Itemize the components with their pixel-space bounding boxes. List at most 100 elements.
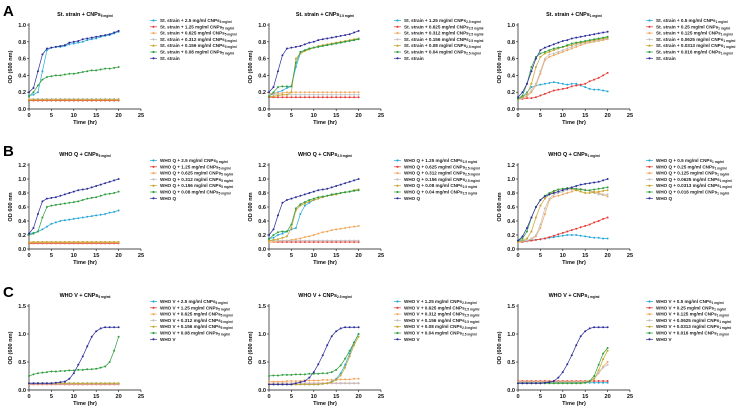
series-6 <box>28 190 120 236</box>
data-point <box>308 200 311 203</box>
legend-entry: WHO V + 0.016 mg/ml CNPs1 mg/ml <box>646 331 729 337</box>
chart-title-main: St. strain + CNPs <box>546 12 590 18</box>
data-point <box>339 34 342 37</box>
legend-entry: St. strain + 2.5 mg/ml CNPs5 mg/ml <box>150 18 232 24</box>
data-point <box>353 382 356 385</box>
legend-entry: WHO Q + 0.625 mg/ml CNPs2.5 mg/ml <box>394 164 480 170</box>
data-point <box>81 355 84 358</box>
legend-label: WHO V + 0.08 mg/ml CNPs5 mg/ml <box>160 331 230 337</box>
data-point <box>63 44 66 47</box>
data-point <box>28 375 30 377</box>
data-point <box>339 227 342 230</box>
x-tick-label: 20 <box>115 253 121 259</box>
legend-entry: St. strain + 0.312 mg/ml CNPs2.5 mg/ml <box>394 31 484 37</box>
legend-swatch-marker <box>396 159 399 162</box>
data-point <box>81 38 84 41</box>
data-point <box>272 95 275 98</box>
legend-label-subscript: 2.5 mg/ml <box>465 179 480 183</box>
legend-entry: WHO V + 0.5 mg/ml CNPs1 mg/ml <box>646 299 724 305</box>
legend-swatch-marker <box>396 19 399 22</box>
data-point <box>299 96 302 99</box>
data-point <box>521 239 524 242</box>
data-point <box>521 94 524 97</box>
data-point <box>353 179 356 182</box>
data-point <box>90 36 93 39</box>
legend-label-subscript: 5 mg/ml <box>221 173 233 177</box>
data-point <box>72 201 75 204</box>
data-point <box>539 223 542 226</box>
data-point <box>543 50 546 53</box>
x-tick-label: 10 <box>71 394 77 400</box>
data-point <box>77 382 80 385</box>
data-point <box>348 382 351 385</box>
legend-entry: WHO V + 0.0625 mg/ml CNPs1 mg/ml <box>646 318 731 324</box>
data-point <box>317 383 320 386</box>
legend-label: St. strain + 0.016 mg/ml CNPs1 mg/ml <box>656 50 733 56</box>
x-axis-label: Time (hr) <box>562 120 586 126</box>
data-point <box>317 39 320 42</box>
data-point <box>303 202 306 205</box>
legend-label-subscript: 1 mg/ml <box>721 52 733 56</box>
data-point <box>344 366 347 369</box>
data-point <box>312 239 315 242</box>
legend-swatch-marker <box>152 31 155 35</box>
x-tick-label: 10 <box>71 113 77 119</box>
legend-label: St. strain + 0.0313 mg/ml CNPs1 mg/ml <box>656 43 735 49</box>
data-point <box>294 91 297 94</box>
data-point <box>59 369 62 372</box>
chart-title-main: WHO V + CNPs <box>549 293 588 299</box>
data-point <box>308 376 311 379</box>
legend-label: WHO V + 1.25 mg/ml CNPs5 mg/ml <box>160 305 230 311</box>
data-point <box>308 96 311 99</box>
data-point <box>575 82 578 85</box>
series-2 <box>268 241 360 243</box>
legend-entry: WHO V + 0.625 mg/ml CNPs2.5 mg/ml <box>394 305 479 311</box>
data-point <box>36 213 39 215</box>
legend-label: WHO V + 0.5 mg/ml CNPs1 mg/ml <box>656 299 724 305</box>
data-point <box>543 237 546 240</box>
data-point <box>348 96 351 99</box>
data-point <box>303 193 306 196</box>
data-point <box>90 382 93 385</box>
legend-entry: WHO V + 0.156 mg/ml CNPs5 mg/ml <box>150 324 233 330</box>
data-point <box>593 381 596 384</box>
data-point <box>321 382 324 385</box>
data-point <box>268 234 270 236</box>
data-point <box>68 241 71 243</box>
data-point <box>86 70 89 73</box>
legend-label-main: WHO V + 0.08 mg/ml CNPs <box>404 324 463 329</box>
data-point <box>606 30 609 33</box>
x-tick-label: 0 <box>516 253 519 259</box>
legend-label-main: WHO V <box>404 337 421 342</box>
legend-entry: WHO Q + 0.625 mg/ml CNPs5 mg/ml <box>150 171 233 177</box>
data-point <box>312 91 315 94</box>
data-point <box>104 241 107 243</box>
y-tick-label: 0.2 <box>258 90 266 96</box>
data-point <box>557 46 560 49</box>
legend-swatch-marker <box>648 313 651 316</box>
x-tick-label: 15 <box>582 113 588 119</box>
data-point <box>570 186 573 189</box>
data-point <box>99 382 102 385</box>
legend-entry: St. strain + 0.0313 mg/ml CNPs1 mg/ml <box>646 43 735 49</box>
data-point <box>597 32 600 35</box>
data-point <box>357 96 360 99</box>
data-point <box>36 91 39 94</box>
data-point <box>321 45 324 47</box>
data-point <box>41 200 44 203</box>
legend-label-main: WHO Q + 1.25 mg/ml CNPs <box>160 164 219 169</box>
legend-swatch-marker <box>152 25 155 28</box>
data-point <box>326 344 329 347</box>
data-point <box>606 361 609 363</box>
series-line <box>518 72 608 100</box>
y-tick-label: 1.0 <box>18 332 26 338</box>
legend-swatch-marker <box>152 57 155 60</box>
data-point <box>281 383 284 386</box>
data-point <box>86 345 89 348</box>
legend-label-subscript: 5 mg/ml <box>221 185 233 189</box>
legend-label-subscript: 5 mg/ml <box>218 307 230 311</box>
x-axis-label: Time (hr) <box>562 260 586 266</box>
data-point <box>521 96 524 99</box>
data-point <box>276 86 279 89</box>
legend-label-subscript: 1 mg/ml <box>723 39 735 43</box>
